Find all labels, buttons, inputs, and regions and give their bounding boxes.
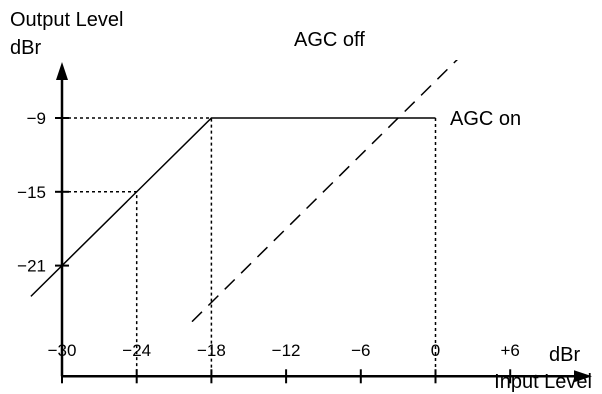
x-tick-label: −6: [351, 341, 370, 360]
x-tick-label: 0: [431, 341, 440, 360]
y-tick-label: −15: [17, 183, 46, 202]
x-tick-label: −12: [272, 341, 301, 360]
axes: [56, 62, 592, 383]
y-axis-title-line1: Output Level: [10, 9, 123, 31]
x-tick-label: +6: [501, 341, 520, 360]
y-tick-label: −21: [17, 257, 46, 276]
series-lines: [30, 60, 458, 322]
x-tick-label: −18: [197, 341, 226, 360]
y-tick-label: −9: [27, 109, 46, 128]
x-axis-unit: dBr: [549, 344, 580, 366]
x-axis-arrow: [574, 370, 592, 383]
guide-lines: [62, 117, 437, 377]
ticks: −30 −24 −18 −12 −6 0 +6 −9 −15 −21: [17, 109, 520, 384]
x-axis-title: Input Level: [494, 371, 592, 393]
series-label-agc-off: AGC off: [294, 29, 365, 51]
guide-line: [62, 117, 213, 377]
series-agc-off-line: [190, 60, 458, 322]
x-tick-label: −30: [48, 341, 77, 360]
y-axis-title-line2: dBr: [10, 37, 41, 59]
series-label-agc-on: AGC on: [450, 108, 521, 130]
series-agc-on-line: [30, 117, 436, 297]
y-axis-arrow: [56, 62, 68, 80]
x-tick-label: −24: [122, 341, 151, 360]
